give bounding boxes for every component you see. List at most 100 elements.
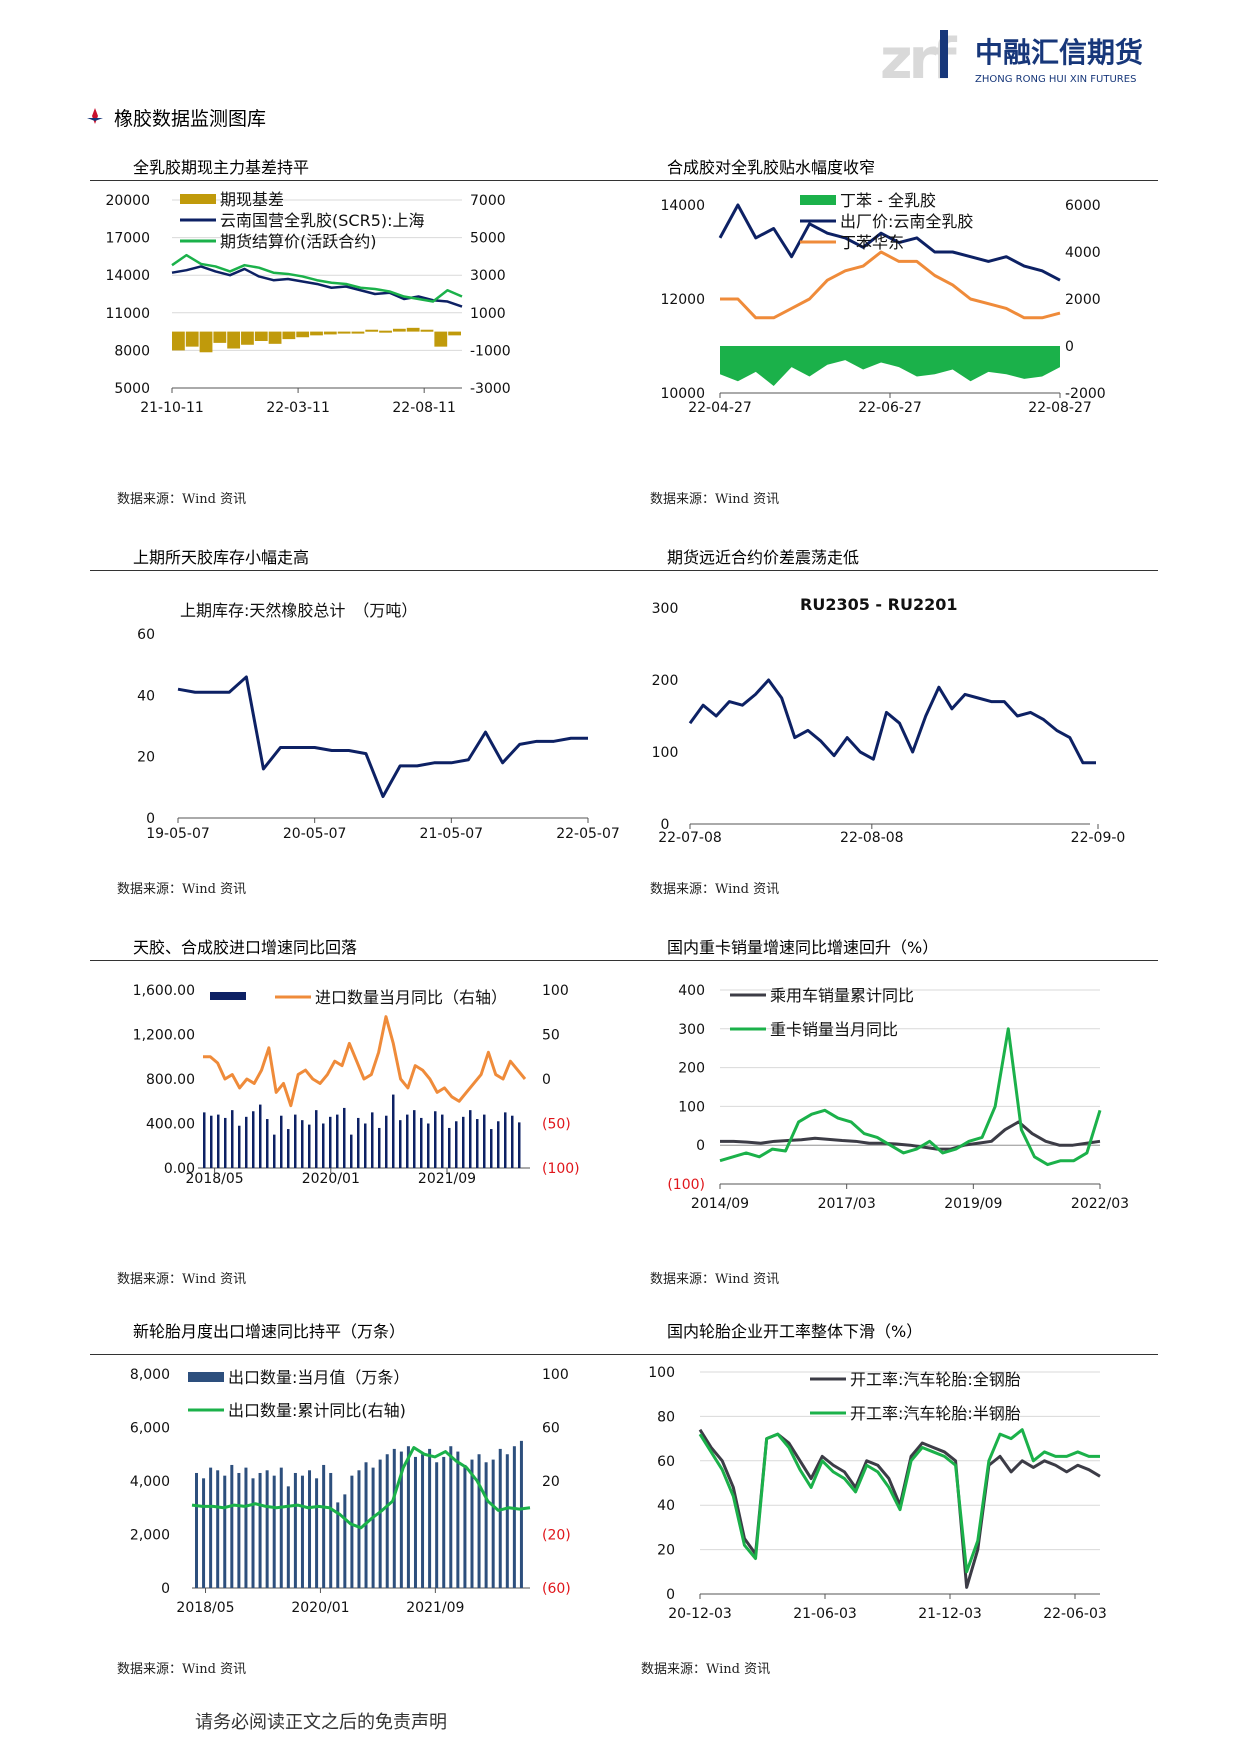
panel-title-1: 全乳胶期现主力基差持平 xyxy=(133,158,310,177)
import-bar xyxy=(385,1115,388,1168)
export-bar xyxy=(505,1454,509,1588)
export-bar xyxy=(519,1440,523,1588)
y-right-tick-label: -3000 xyxy=(470,381,511,397)
logo-cn: 中融汇信期货 xyxy=(975,36,1143,69)
export-bar xyxy=(343,1494,347,1588)
disclaimer-footer: 请务必阅读正文之后的免责声明 xyxy=(195,1712,447,1733)
section-bullet-icon xyxy=(86,107,108,130)
basis-bar xyxy=(351,331,365,334)
panel-title-6: 国内重卡销量增速同比增速回升（%） xyxy=(667,938,939,957)
series-line xyxy=(719,1027,1102,1167)
y-right-tick-label: (100) xyxy=(542,1161,580,1177)
export-bar xyxy=(350,1475,354,1588)
export-bar xyxy=(421,1454,425,1588)
export-bar xyxy=(512,1446,516,1588)
export-bar xyxy=(286,1486,290,1588)
y-tick-label: 400.00 xyxy=(146,1117,195,1133)
import-bar xyxy=(399,1120,402,1168)
y-right-tick-label: 100 xyxy=(542,1367,569,1383)
y-tick-label: 1,600.00 xyxy=(133,983,195,999)
y-tick-label: 20 xyxy=(657,1543,675,1559)
basis-bar xyxy=(199,331,213,353)
import-bar xyxy=(441,1114,444,1168)
y-right-tick-label: 0 xyxy=(1065,339,1074,355)
y-tick-label: 11000 xyxy=(105,306,150,322)
import-bar xyxy=(301,1120,304,1168)
import-bar xyxy=(427,1123,430,1168)
import-bar xyxy=(322,1123,325,1168)
x-tick-label: 2019/09 xyxy=(944,1196,1002,1212)
panel-title-7: 新轮胎月度出口增速同比持平（万条） xyxy=(133,1322,406,1341)
panel-title-4: 期货远近合约价差震荡走低 xyxy=(667,548,860,567)
basis-bar xyxy=(268,331,282,344)
y-tick-label: 0 xyxy=(696,1138,705,1154)
y-right-tick-label: 3000 xyxy=(470,268,506,284)
legend-item-label: 进口数量当月同比（右轴） xyxy=(315,988,507,1007)
y-tick-label: 0.00 xyxy=(164,1161,195,1177)
y-tick-label: 80 xyxy=(657,1409,675,1425)
y-tick-label: 17000 xyxy=(105,231,150,247)
x-tick-label: 22-04-27 xyxy=(688,400,752,416)
x-tick-label: 22-03-11 xyxy=(266,400,330,416)
x-tick-label: 22-07-08 xyxy=(658,830,722,846)
legend-item-swatch xyxy=(800,195,836,205)
y-right-tick-label: 2000 xyxy=(1065,292,1101,308)
logo-accent-bar xyxy=(940,30,948,78)
y-tick-label: 6,000 xyxy=(130,1421,170,1437)
source-5: 数据来源：Wind 资讯 xyxy=(117,1272,247,1287)
y-tick-label: 0 xyxy=(146,811,155,827)
export-bar xyxy=(230,1464,234,1588)
legend-item-label: 开工率:汽车轮胎:全钢胎 xyxy=(850,1370,1021,1389)
y-tick-label: 0 xyxy=(161,1581,170,1597)
y-right-tick-label: 50 xyxy=(542,1028,560,1044)
import-bar xyxy=(406,1114,409,1168)
series-line xyxy=(688,678,1096,765)
legend-item-label: 乘用车销量累计同比 xyxy=(770,986,914,1005)
export-bar xyxy=(308,1470,312,1588)
x-tick-label: 19-05-07 xyxy=(146,826,210,842)
y-tick-label: 12000 xyxy=(660,292,705,308)
legend-item-swatch xyxy=(188,1372,224,1382)
basis-bar xyxy=(434,331,448,347)
chart-shfe-inventory: 60 40 20 019-05-07 20-05-07 21-05-07 22-05-07 上… xyxy=(137,601,620,842)
y-tick-label: 0 xyxy=(661,817,670,833)
y-right-tick-label: 5000 xyxy=(470,231,506,247)
y-tick-label: 1,200.00 xyxy=(133,1028,195,1044)
export-bar xyxy=(491,1459,495,1588)
chart-basis: 20000 17000 14000 11000 8000 5000 7000 5000 3000… xyxy=(105,190,511,416)
legend-item-label: 期货结算价(活跃合约) xyxy=(220,232,377,251)
import-bar xyxy=(259,1104,262,1168)
series-line xyxy=(171,253,463,303)
x-tick-label: 20-05-07 xyxy=(283,826,347,842)
y-right-tick-label: 7000 xyxy=(470,193,506,209)
source-1: 数据来源：Wind 资讯 xyxy=(117,492,247,507)
import-bar xyxy=(294,1114,297,1168)
import-bar xyxy=(511,1115,514,1168)
export-bar xyxy=(371,1467,375,1588)
source-4: 数据来源：Wind 资讯 xyxy=(650,882,780,897)
import-bar xyxy=(350,1134,353,1168)
basis-bar xyxy=(254,331,268,341)
export-bar xyxy=(258,1472,262,1588)
import-bar xyxy=(490,1129,493,1168)
export-bar xyxy=(223,1475,227,1588)
legend-item-label: 丁苯华东 xyxy=(840,233,904,252)
export-bar xyxy=(357,1470,361,1588)
basis-bar xyxy=(379,330,392,333)
export-bar xyxy=(399,1451,403,1588)
basis-bar xyxy=(365,329,379,332)
y-tick-label: 400 xyxy=(678,983,705,999)
y-right-tick-label: 100 xyxy=(542,983,569,999)
export-bar xyxy=(209,1467,213,1588)
export-bar xyxy=(195,1472,198,1588)
series-line xyxy=(191,1446,531,1530)
panel-title-8: 国内轮胎企业开工率整体下滑（%） xyxy=(667,1322,923,1341)
chart-import-growth: 1,600.00 1,200.00 800.00 400.00 0.00 100 50 0 (5… xyxy=(133,983,580,1187)
export-bar xyxy=(498,1448,502,1588)
import-bar xyxy=(343,1107,346,1168)
legend-bar-swatch xyxy=(210,992,246,1000)
legend-item-label: 重卡销量当月同比 xyxy=(770,1020,898,1039)
y-tick-label: 14000 xyxy=(660,198,705,214)
logo-en: ZHONG RONG HUI XIN FUTURES xyxy=(975,74,1136,85)
export-bar xyxy=(216,1470,220,1588)
